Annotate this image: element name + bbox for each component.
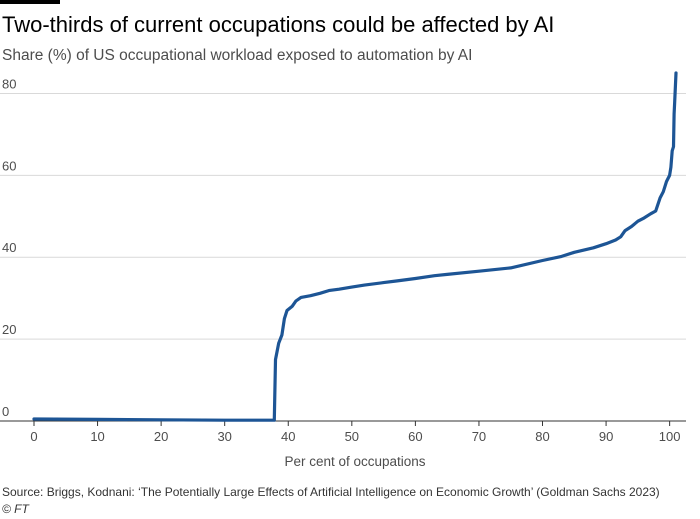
y-tick-label: 0	[2, 404, 9, 419]
y-tick-label: 40	[2, 240, 16, 255]
chart-title: Two-thirds of current occupations could …	[2, 12, 555, 37]
y-tick-label: 80	[2, 76, 16, 91]
x-tick-label: 40	[281, 429, 295, 444]
x-tick-label: 90	[599, 429, 613, 444]
x-tick-label: 70	[472, 429, 486, 444]
x-tick-label: 80	[535, 429, 549, 444]
y-tick-label: 60	[2, 158, 16, 173]
x-tick-label: 100	[659, 429, 681, 444]
x-tick-label: 20	[154, 429, 168, 444]
x-tick-label: 50	[345, 429, 359, 444]
x-tick-label: 10	[90, 429, 104, 444]
series-line	[32, 71, 678, 422]
copyright-note: © FT	[2, 502, 29, 516]
y-tick-label: 20	[2, 322, 16, 337]
ft-top-bar	[0, 0, 60, 4]
x-tick-label: 60	[408, 429, 422, 444]
chart-subtitle: Share (%) of US occupational workload ex…	[2, 47, 473, 64]
x-axis-title: Per cent of occupations	[284, 454, 425, 469]
x-tick-label: 30	[217, 429, 231, 444]
x-tick-label: 0	[30, 429, 37, 444]
source-note: Source: Briggs, Kodnani: ‘The Potentiall…	[2, 485, 660, 499]
line-chart: 0 20 40 60 80 0 10 20 30 40 50 60 70 80 90 100 Per cent …	[0, 71, 686, 469]
